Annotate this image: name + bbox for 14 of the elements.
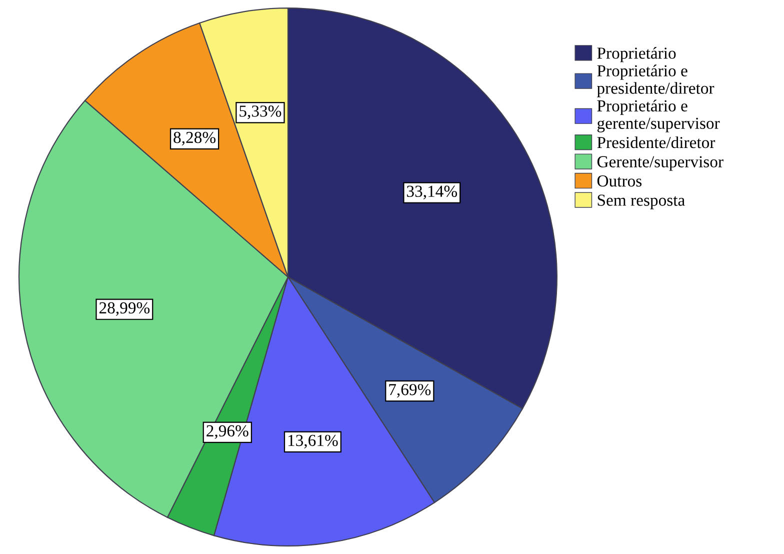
legend-label: Proprietário e presidente/diretor bbox=[597, 64, 714, 98]
legend-label: Gerente/supervisor bbox=[597, 156, 724, 171]
legend-label: Sem resposta bbox=[598, 194, 685, 210]
data-label: 2,96% bbox=[206, 425, 248, 439]
data-label: 28,99% bbox=[99, 302, 150, 316]
legend-label: Proprietário bbox=[597, 47, 676, 62]
legend-label: Outros bbox=[597, 175, 642, 187]
data-label: 5,33% bbox=[240, 106, 282, 120]
legend-label: Presidente/diretor bbox=[597, 136, 716, 148]
data-label: 33,14% bbox=[406, 186, 458, 200]
data-label: 8,28% bbox=[174, 132, 216, 146]
data-label: 13,61% bbox=[288, 434, 338, 448]
legend-label: Proprietário e gerente/supervisor bbox=[597, 100, 720, 132]
data-label: 7,69% bbox=[389, 384, 431, 398]
